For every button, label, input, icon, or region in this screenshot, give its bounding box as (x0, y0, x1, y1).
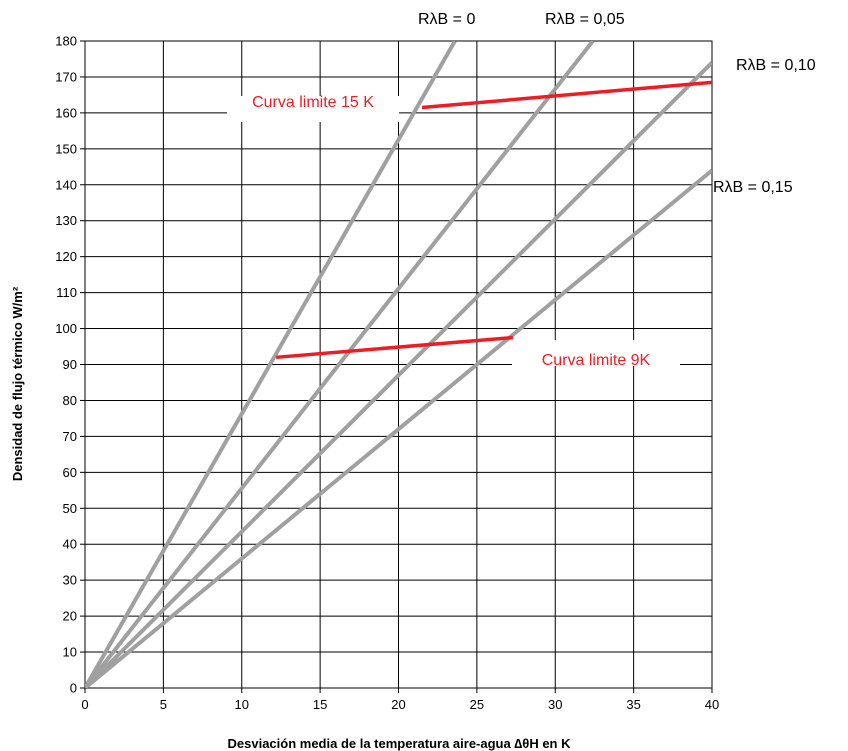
series-lines (85, 41, 712, 688)
y-tick-label: 30 (63, 573, 77, 588)
x-tick-label: 15 (313, 697, 327, 712)
y-tick-label: 150 (55, 141, 77, 156)
series-label-1: RλB = 0,05 (545, 11, 625, 28)
y-tick-label: 160 (55, 105, 77, 120)
x-tick-label: 25 (470, 697, 484, 712)
limit-curves (276, 80, 713, 360)
y-tick-label: 100 (55, 321, 77, 336)
y-tick-label: 20 (63, 609, 77, 624)
y-axis-title: Densidad de flujo térmico W/m² (10, 286, 25, 481)
x-tick-label: 30 (548, 697, 562, 712)
series-line-2 (85, 61, 712, 688)
y-tick-label: 170 (55, 69, 77, 84)
x-tick-label: 0 (81, 697, 88, 712)
y-tick-labels: 0 10 20 30 40 50 60 70 80 90 100 110 120 130 140 150 160… (55, 34, 77, 696)
y-tick-label: 10 (63, 645, 77, 660)
y-tick-label: 130 (55, 213, 77, 228)
y-tick-label: 180 (55, 34, 77, 49)
limit-label-1: Curva limite 9K (542, 352, 651, 369)
y-tick-label: 120 (55, 249, 77, 264)
y-tick-label: 140 (55, 177, 77, 192)
y-tick-label: 90 (63, 357, 77, 372)
y-tick-label: 70 (63, 429, 77, 444)
limit-curve-0 (421, 80, 713, 110)
y-tick-label: 80 (63, 393, 77, 408)
x-axis-title: Desviación media de la temperatura aire-… (228, 736, 572, 751)
x-tick-label: 10 (235, 697, 249, 712)
series-label-0: RλB = 0 (418, 11, 475, 28)
x-tick-label: 40 (705, 697, 719, 712)
y-tick-label: 0 (70, 681, 77, 696)
limit-curve-1 (276, 335, 514, 360)
y-tick-label: 50 (63, 501, 77, 516)
limit-label-0: Curva limite 15 K (252, 94, 374, 111)
y-tick-label: 40 (63, 537, 77, 552)
x-tick-label: 20 (391, 697, 405, 712)
limit-label-bg-0 (227, 96, 399, 122)
series-line-0 (85, 41, 457, 688)
x-tick-label: 35 (626, 697, 640, 712)
series-label-2: RλB = 0,10 (736, 57, 816, 74)
y-tick-label: 110 (56, 285, 77, 300)
series-label-3: RλB = 0,15 (713, 179, 793, 196)
x-tick-label: 5 (160, 697, 167, 712)
y-tick-label: 60 (63, 465, 77, 480)
series-line-3 (85, 168, 712, 688)
x-tick-labels: 0 5 10 15 20 25 30 35 40 (81, 697, 719, 712)
plot-frame (84, 40, 713, 689)
limit-label-bg-1 (512, 340, 680, 366)
series-line-1 (85, 41, 595, 688)
annotation-labels: RλB = 0 RλB = 0,05 RλB = 0,10 RλB = 0,15 Cur… (227, 11, 816, 369)
